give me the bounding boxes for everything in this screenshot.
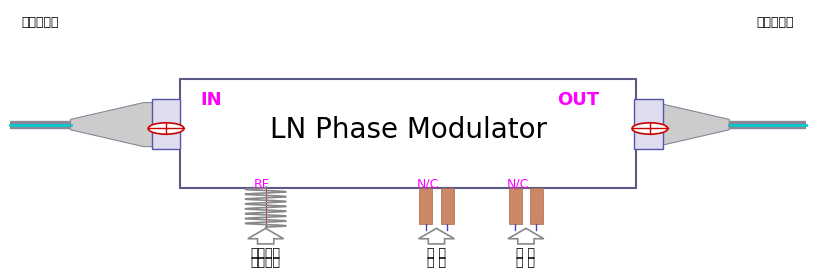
Text: IN: IN — [201, 91, 222, 109]
Polygon shape — [508, 228, 543, 244]
Circle shape — [149, 123, 184, 134]
FancyBboxPatch shape — [180, 79, 636, 188]
Polygon shape — [248, 228, 284, 244]
Text: N/C: N/C — [507, 178, 529, 191]
Text: 空 余: 空 余 — [427, 247, 446, 260]
Bar — [530, 188, 543, 224]
Bar — [634, 99, 663, 149]
Bar — [152, 99, 180, 149]
Text: 射频信号: 射频信号 — [251, 247, 281, 260]
Text: 空 余: 空 余 — [517, 247, 535, 260]
Circle shape — [632, 123, 667, 134]
Text: 接 口: 接 口 — [517, 256, 535, 269]
Text: LN Phase Modulator: LN Phase Modulator — [269, 116, 547, 144]
Bar — [441, 188, 454, 224]
Text: 输入端口: 输入端口 — [251, 256, 281, 269]
Polygon shape — [70, 102, 164, 147]
Text: N/C: N/C — [417, 178, 440, 191]
Text: 接 口: 接 口 — [427, 256, 446, 269]
Bar — [419, 188, 432, 224]
Polygon shape — [636, 102, 730, 147]
Text: RF: RF — [254, 178, 269, 191]
Text: 光输入端口: 光输入端口 — [22, 16, 60, 29]
Polygon shape — [419, 228, 455, 244]
Bar — [509, 188, 522, 224]
Text: OUT: OUT — [557, 91, 599, 109]
Text: 光输出端口: 光输出端口 — [756, 16, 794, 29]
